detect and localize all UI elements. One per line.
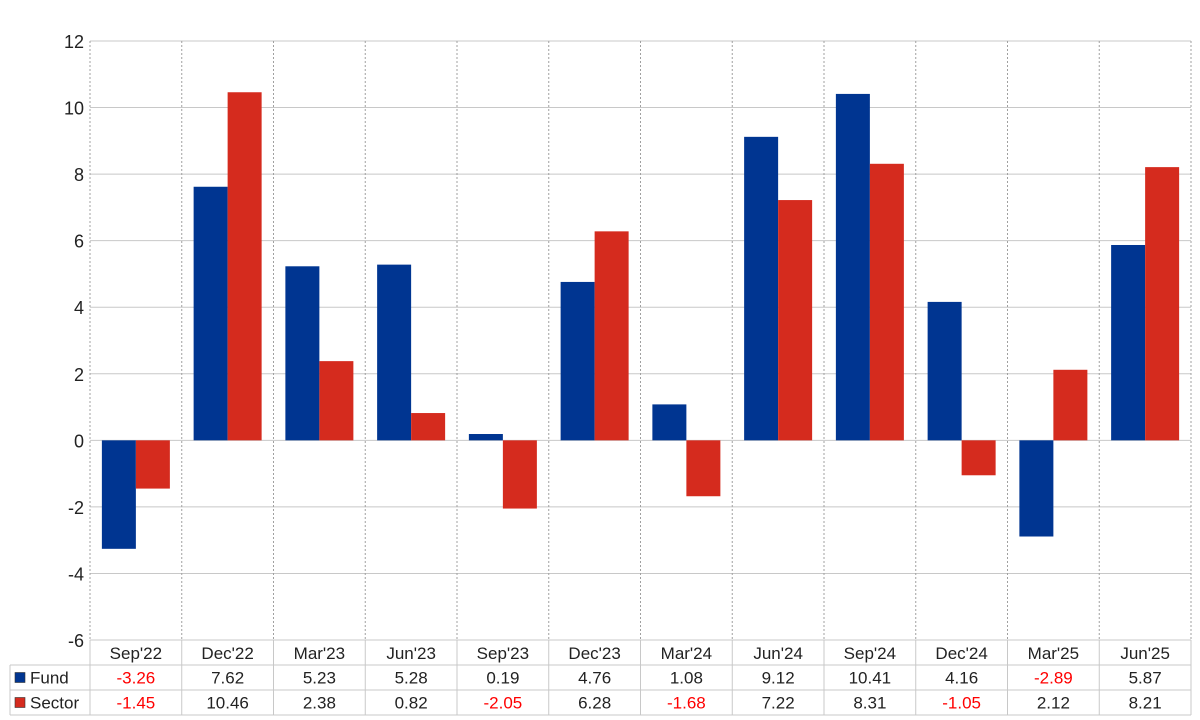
bar-sector-mar-25 xyxy=(1053,369,1088,441)
x-tick-label: Sep'22 xyxy=(110,644,162,663)
data-label-sector: -1.45 xyxy=(117,694,156,713)
bar-fund-mar-25 xyxy=(1019,440,1054,537)
y-tick-label: 8 xyxy=(74,165,84,185)
bar-fund-dec-24 xyxy=(927,301,962,441)
data-label-sector: -1.05 xyxy=(942,694,981,713)
data-label-sector: 10.46 xyxy=(206,694,249,713)
legend-swatch-fund xyxy=(14,672,26,683)
data-label-sector: 6.28 xyxy=(578,694,611,713)
bar-fund-jun-23 xyxy=(377,264,412,441)
data-label-fund: 4.76 xyxy=(578,669,611,688)
y-tick-label: 6 xyxy=(74,232,84,252)
data-label-fund: 7.62 xyxy=(211,669,244,688)
x-tick-label: Jun'24 xyxy=(753,644,803,663)
bar-fund-jun-24 xyxy=(744,136,779,441)
y-tick-label: -4 xyxy=(68,564,84,584)
x-tick-label: Sep'24 xyxy=(844,644,896,663)
bar-fund-dec-22 xyxy=(193,186,228,441)
data-label-sector: 2.38 xyxy=(303,694,336,713)
legend-label-sector: Sector xyxy=(30,694,79,713)
x-tick-label: Mar'25 xyxy=(1028,644,1079,663)
bar-sector-jun-25 xyxy=(1145,167,1180,441)
data-label-fund: 10.41 xyxy=(849,669,892,688)
x-tick-label: Mar'23 xyxy=(294,644,345,663)
bar-fund-sep-24 xyxy=(835,93,870,441)
x-tick-label: Dec'24 xyxy=(935,644,987,663)
bar-fund-mar-23 xyxy=(285,266,320,441)
legend-swatch-sector xyxy=(14,697,26,708)
data-label-fund: -3.26 xyxy=(117,669,156,688)
y-tick-label: 12 xyxy=(64,32,84,52)
bars xyxy=(101,92,1180,549)
bar-fund-jun-25 xyxy=(1111,244,1146,441)
data-label-fund: -2.89 xyxy=(1034,669,1073,688)
bar-sector-mar-24 xyxy=(686,440,721,497)
bar-sector-sep-24 xyxy=(869,163,904,441)
data-table: Sep'22 Dec'22 Mar'23 Jun'23 Sep'23 Dec'23 Mar'… xyxy=(9,639,1192,716)
bar-sector-mar-23 xyxy=(319,361,354,441)
data-label-fund: 5.28 xyxy=(395,669,428,688)
y-tick-label: 2 xyxy=(74,365,84,385)
data-label-sector: 8.21 xyxy=(1129,694,1162,713)
data-label-sector: 8.31 xyxy=(853,694,886,713)
bar-sector-jun-23 xyxy=(411,413,446,441)
data-label-fund: 1.08 xyxy=(670,669,703,688)
y-tick-label: -6 xyxy=(68,631,84,651)
data-label-fund: 4.16 xyxy=(945,669,978,688)
data-label-sector: -2.05 xyxy=(484,694,523,713)
bar-fund-sep-23 xyxy=(468,434,503,441)
bar-sector-dec-22 xyxy=(227,92,262,441)
bar-sector-sep-23 xyxy=(502,440,537,509)
data-label-sector: 0.82 xyxy=(395,694,428,713)
y-axis: 12 10 8 6 4 2 0 -2 -4 -6 xyxy=(64,32,84,651)
x-tick-label: Mar'24 xyxy=(661,644,712,663)
bar-sector-jun-24 xyxy=(778,200,813,441)
y-tick-label: 0 xyxy=(74,431,84,451)
x-tick-label: Dec'22 xyxy=(201,644,253,663)
data-label-fund: 5.87 xyxy=(1129,669,1162,688)
y-tick-label: 4 xyxy=(74,298,84,318)
bar-sector-dec-24 xyxy=(961,440,996,476)
bar-fund-sep-22 xyxy=(101,440,136,549)
data-label-fund: 0.19 xyxy=(486,669,519,688)
data-label-fund: 5.23 xyxy=(303,669,336,688)
x-tick-label: Dec'23 xyxy=(568,644,620,663)
bar-sector-sep-22 xyxy=(135,440,170,489)
data-label-sector: -1.68 xyxy=(667,694,706,713)
bar-fund-mar-24 xyxy=(652,404,687,441)
x-tick-label: Jun'23 xyxy=(386,644,436,663)
y-tick-label: 10 xyxy=(64,99,84,119)
y-tick-label: -2 xyxy=(68,498,84,518)
data-label-fund: 9.12 xyxy=(762,669,795,688)
data-label-sector: 7.22 xyxy=(762,694,795,713)
bar-fund-dec-23 xyxy=(560,281,595,441)
legend-label-fund: Fund xyxy=(30,669,69,688)
data-label-sector: 2.12 xyxy=(1037,694,1070,713)
bar-sector-dec-23 xyxy=(594,231,629,441)
x-tick-label: Sep'23 xyxy=(477,644,529,663)
x-tick-label: Jun'25 xyxy=(1120,644,1170,663)
